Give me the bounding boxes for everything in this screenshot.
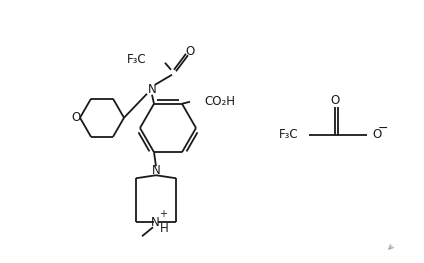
Text: N: N [152, 164, 160, 177]
Text: O: O [71, 111, 81, 124]
Text: N: N [151, 216, 159, 229]
Text: O: O [372, 129, 381, 141]
Text: H: H [159, 222, 168, 235]
Text: +: + [159, 209, 167, 219]
Text: N: N [148, 83, 156, 96]
Text: F₃C: F₃C [127, 53, 147, 66]
Text: O: O [330, 94, 340, 108]
Text: −: − [378, 122, 388, 134]
Text: F₃C: F₃C [279, 129, 299, 141]
Text: CO₂H: CO₂H [204, 95, 235, 108]
Text: O: O [185, 45, 195, 58]
